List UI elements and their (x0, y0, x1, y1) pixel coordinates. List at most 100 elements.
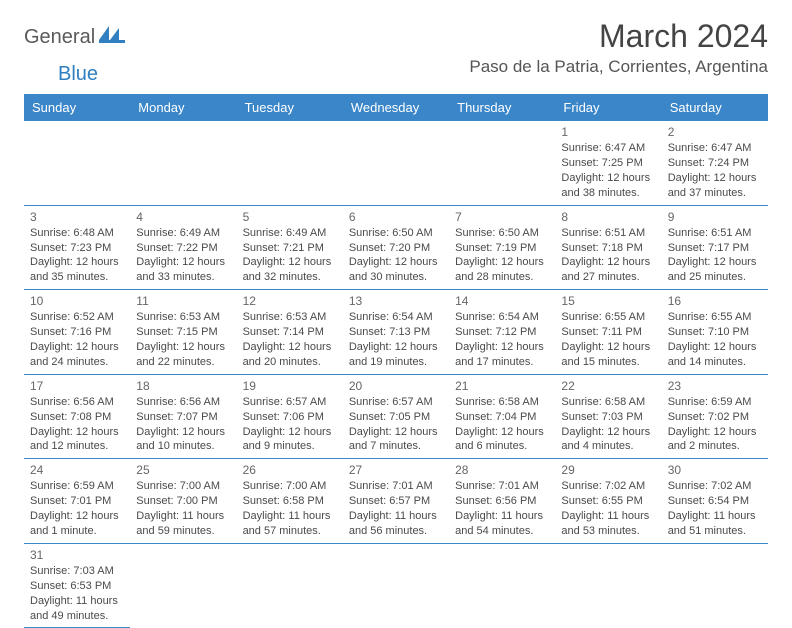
sunrise-line: Sunrise: 7:03 AM (30, 564, 124, 579)
calendar-cell: 23Sunrise: 6:59 AMSunset: 7:02 PMDayligh… (662, 374, 768, 459)
calendar-cell: 21Sunrise: 6:58 AMSunset: 7:04 PMDayligh… (449, 374, 555, 459)
day-number: 27 (349, 462, 443, 478)
day-info: Sunrise: 6:48 AMSunset: 7:23 PMDaylight:… (30, 226, 124, 285)
sunrise-line: Sunrise: 6:57 AM (243, 395, 337, 410)
daylight-line: Daylight: 12 hours and 37 minutes. (668, 171, 762, 201)
calendar-cell (343, 543, 449, 628)
sunrise-line: Sunrise: 6:48 AM (30, 226, 124, 241)
calendar-row: 17Sunrise: 6:56 AMSunset: 7:08 PMDayligh… (24, 374, 768, 459)
day-number: 5 (243, 209, 337, 225)
sunrise-line: Sunrise: 6:58 AM (455, 395, 549, 410)
sunset-line: Sunset: 7:23 PM (30, 241, 124, 256)
sunrise-line: Sunrise: 6:54 AM (349, 310, 443, 325)
day-number: 22 (561, 378, 655, 394)
calendar-cell: 2Sunrise: 6:47 AMSunset: 7:24 PMDaylight… (662, 121, 768, 205)
calendar-row: 3Sunrise: 6:48 AMSunset: 7:23 PMDaylight… (24, 205, 768, 290)
sunset-line: Sunset: 7:20 PM (349, 241, 443, 256)
sunset-line: Sunset: 7:03 PM (561, 410, 655, 425)
sunset-line: Sunset: 7:02 PM (668, 410, 762, 425)
daylight-line: Daylight: 12 hours and 33 minutes. (136, 255, 230, 285)
day-info: Sunrise: 6:49 AMSunset: 7:21 PMDaylight:… (243, 226, 337, 285)
day-number: 25 (136, 462, 230, 478)
day-number: 13 (349, 293, 443, 309)
logo-blue: Blue (58, 63, 98, 85)
calendar-cell: 13Sunrise: 6:54 AMSunset: 7:13 PMDayligh… (343, 290, 449, 375)
day-info: Sunrise: 6:51 AMSunset: 7:18 PMDaylight:… (561, 226, 655, 285)
sunrise-line: Sunrise: 6:52 AM (30, 310, 124, 325)
sunrise-line: Sunrise: 6:53 AM (136, 310, 230, 325)
day-number: 23 (668, 378, 762, 394)
calendar-cell: 16Sunrise: 6:55 AMSunset: 7:10 PMDayligh… (662, 290, 768, 375)
sunset-line: Sunset: 7:08 PM (30, 410, 124, 425)
day-number: 19 (243, 378, 337, 394)
sunrise-line: Sunrise: 6:56 AM (30, 395, 124, 410)
calendar-cell: 20Sunrise: 6:57 AMSunset: 7:05 PMDayligh… (343, 374, 449, 459)
day-number: 16 (668, 293, 762, 309)
calendar-cell: 25Sunrise: 7:00 AMSunset: 7:00 PMDayligh… (130, 459, 236, 544)
calendar-cell (449, 543, 555, 628)
day-info: Sunrise: 6:56 AMSunset: 7:08 PMDaylight:… (30, 395, 124, 454)
day-info: Sunrise: 6:55 AMSunset: 7:11 PMDaylight:… (561, 310, 655, 369)
daylight-line: Daylight: 12 hours and 2 minutes. (668, 425, 762, 455)
day-info: Sunrise: 6:56 AMSunset: 7:07 PMDaylight:… (136, 395, 230, 454)
sunrise-line: Sunrise: 6:49 AM (243, 226, 337, 241)
daylight-line: Daylight: 12 hours and 6 minutes. (455, 425, 549, 455)
day-info: Sunrise: 7:00 AMSunset: 7:00 PMDaylight:… (136, 479, 230, 538)
day-number: 20 (349, 378, 443, 394)
month-title: March 2024 (469, 18, 768, 55)
day-info: Sunrise: 7:02 AMSunset: 6:55 PMDaylight:… (561, 479, 655, 538)
day-number: 21 (455, 378, 549, 394)
sunrise-line: Sunrise: 7:00 AM (243, 479, 337, 494)
day-info: Sunrise: 7:03 AMSunset: 6:53 PMDaylight:… (30, 564, 124, 623)
calendar-cell: 4Sunrise: 6:49 AMSunset: 7:22 PMDaylight… (130, 205, 236, 290)
day-info: Sunrise: 6:58 AMSunset: 7:04 PMDaylight:… (455, 395, 549, 454)
daylight-line: Daylight: 12 hours and 27 minutes. (561, 255, 655, 285)
day-number: 30 (668, 462, 762, 478)
day-info: Sunrise: 6:55 AMSunset: 7:10 PMDaylight:… (668, 310, 762, 369)
daylight-line: Daylight: 11 hours and 54 minutes. (455, 509, 549, 539)
sunset-line: Sunset: 6:58 PM (243, 494, 337, 509)
sunrise-line: Sunrise: 7:02 AM (668, 479, 762, 494)
calendar-cell: 19Sunrise: 6:57 AMSunset: 7:06 PMDayligh… (237, 374, 343, 459)
sunset-line: Sunset: 7:22 PM (136, 241, 230, 256)
sunrise-line: Sunrise: 6:55 AM (668, 310, 762, 325)
calendar-row: 1Sunrise: 6:47 AMSunset: 7:25 PMDaylight… (24, 121, 768, 205)
sunset-line: Sunset: 6:55 PM (561, 494, 655, 509)
sunset-line: Sunset: 7:19 PM (455, 241, 549, 256)
day-number: 8 (561, 209, 655, 225)
day-number: 26 (243, 462, 337, 478)
sunrise-line: Sunrise: 6:56 AM (136, 395, 230, 410)
calendar-table: Sunday Monday Tuesday Wednesday Thursday… (24, 94, 768, 628)
calendar-row: 24Sunrise: 6:59 AMSunset: 7:01 PMDayligh… (24, 459, 768, 544)
calendar-cell (237, 543, 343, 628)
day-number: 7 (455, 209, 549, 225)
weekday-header: Wednesday (343, 94, 449, 121)
day-info: Sunrise: 6:52 AMSunset: 7:16 PMDaylight:… (30, 310, 124, 369)
weekday-header: Friday (555, 94, 661, 121)
sunrise-line: Sunrise: 6:50 AM (349, 226, 443, 241)
sunset-line: Sunset: 7:14 PM (243, 325, 337, 340)
daylight-line: Daylight: 12 hours and 12 minutes. (30, 425, 124, 455)
sunset-line: Sunset: 7:25 PM (561, 156, 655, 171)
day-number: 4 (136, 209, 230, 225)
calendar-cell: 22Sunrise: 6:58 AMSunset: 7:03 PMDayligh… (555, 374, 661, 459)
calendar-cell (24, 121, 130, 205)
weekday-header: Thursday (449, 94, 555, 121)
daylight-line: Daylight: 12 hours and 14 minutes. (668, 340, 762, 370)
daylight-line: Daylight: 12 hours and 15 minutes. (561, 340, 655, 370)
calendar-cell: 1Sunrise: 6:47 AMSunset: 7:25 PMDaylight… (555, 121, 661, 205)
day-info: Sunrise: 6:53 AMSunset: 7:14 PMDaylight:… (243, 310, 337, 369)
daylight-line: Daylight: 11 hours and 56 minutes. (349, 509, 443, 539)
day-info: Sunrise: 6:47 AMSunset: 7:24 PMDaylight:… (668, 141, 762, 200)
calendar-cell: 7Sunrise: 6:50 AMSunset: 7:19 PMDaylight… (449, 205, 555, 290)
sunset-line: Sunset: 6:54 PM (668, 494, 762, 509)
day-info: Sunrise: 6:50 AMSunset: 7:19 PMDaylight:… (455, 226, 549, 285)
daylight-line: Daylight: 12 hours and 4 minutes. (561, 425, 655, 455)
sunrise-line: Sunrise: 6:51 AM (668, 226, 762, 241)
sunset-line: Sunset: 7:24 PM (668, 156, 762, 171)
calendar-cell (130, 121, 236, 205)
calendar-cell (662, 543, 768, 628)
daylight-line: Daylight: 12 hours and 30 minutes. (349, 255, 443, 285)
day-number: 14 (455, 293, 549, 309)
calendar-cell: 18Sunrise: 6:56 AMSunset: 7:07 PMDayligh… (130, 374, 236, 459)
